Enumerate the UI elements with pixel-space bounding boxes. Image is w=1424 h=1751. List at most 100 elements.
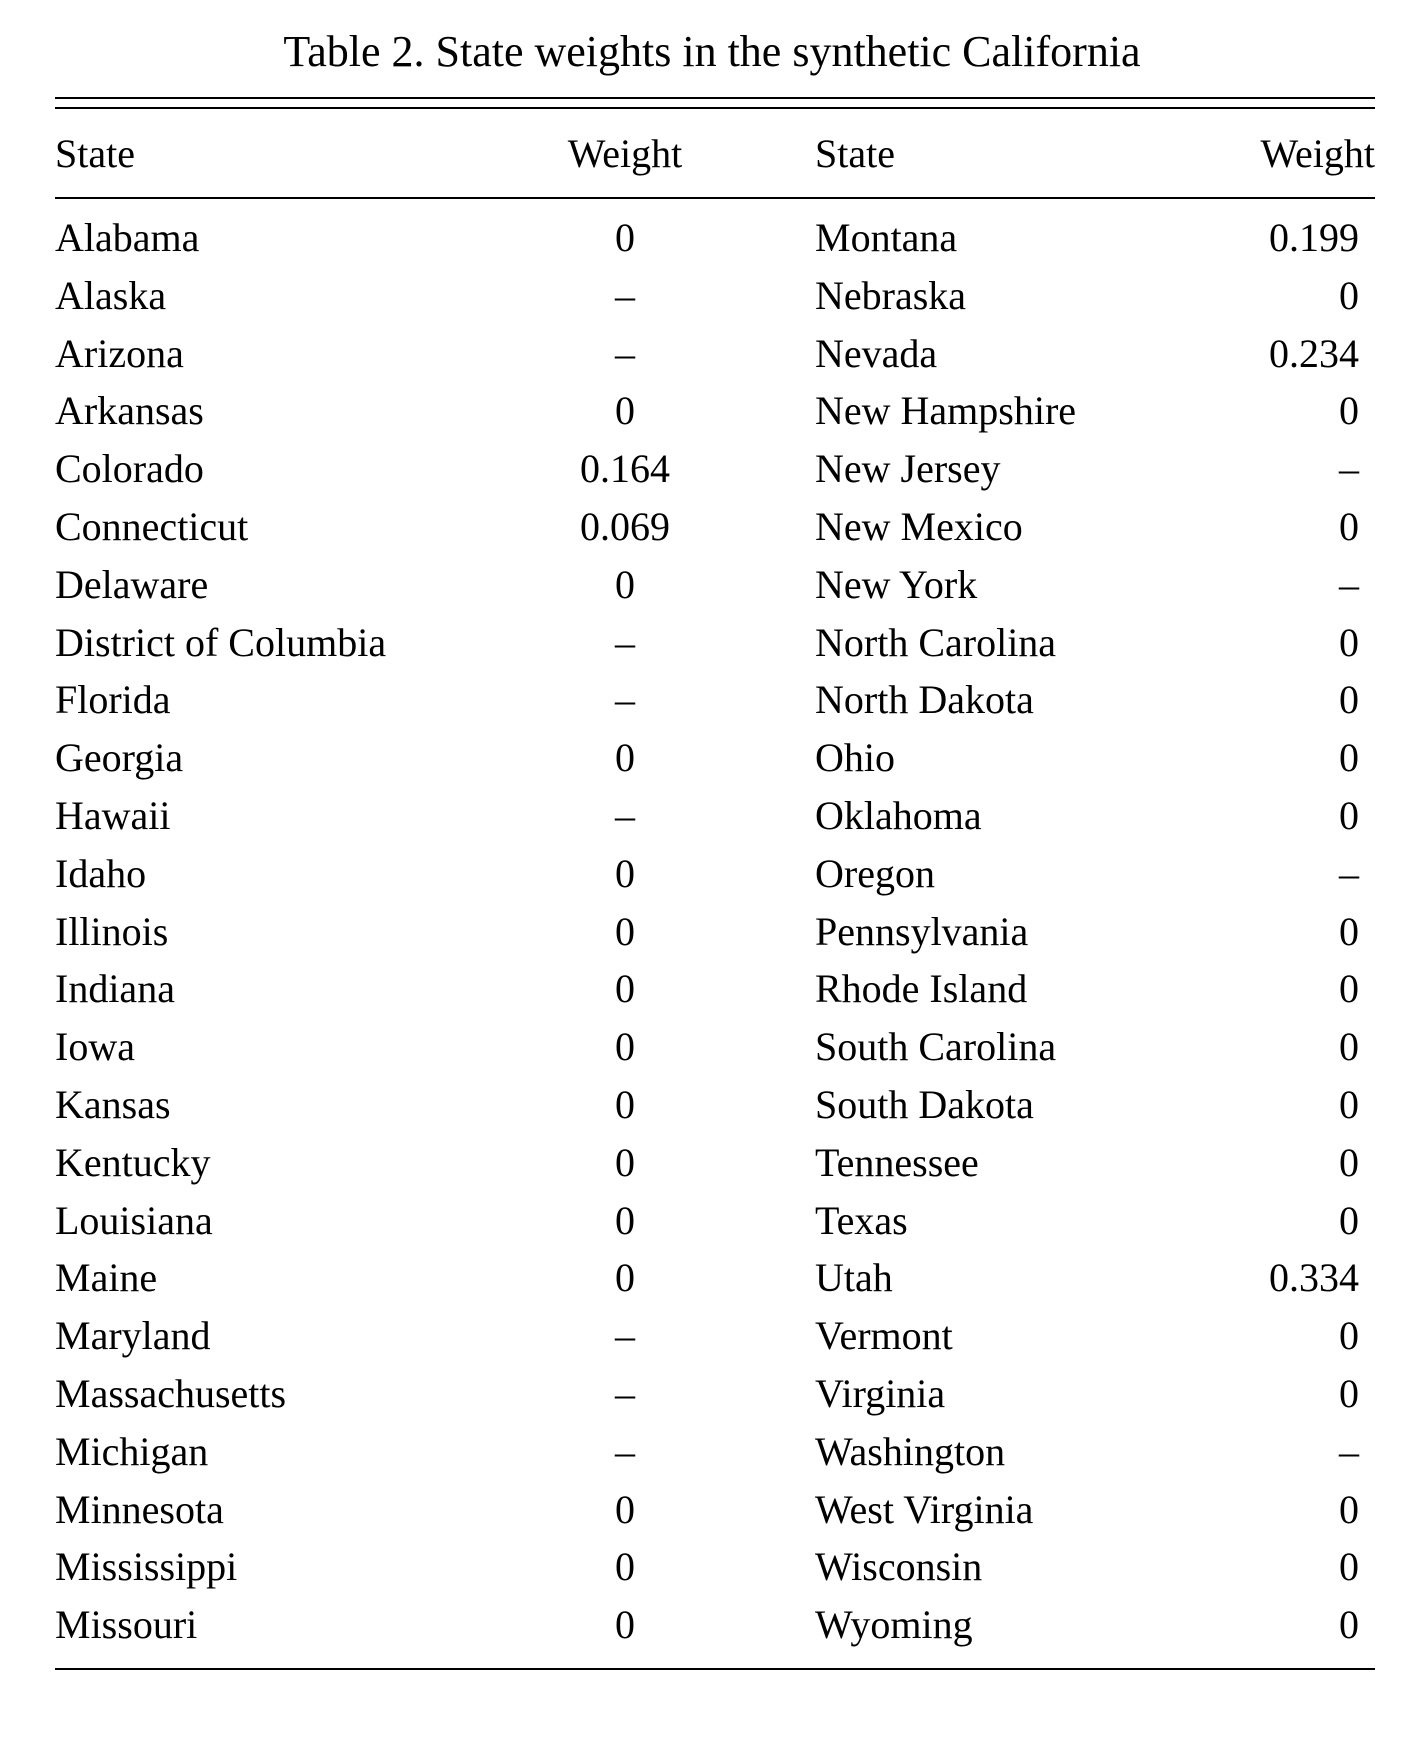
header-weight-left: Weight: [525, 109, 725, 199]
table-row: Louisiana 0 Texas 0: [55, 1192, 1375, 1250]
weight-right-cell: 0: [1339, 1313, 1359, 1359]
weight-right-cell: 0: [1339, 503, 1359, 549]
weight-right-cell: 0: [1339, 1024, 1359, 1070]
weight-left-cell: –: [615, 792, 635, 838]
column-gap: [725, 960, 815, 1018]
table-row: Georgia 0 Ohio 0: [55, 729, 1375, 787]
state-right-cell: Nebraska: [815, 272, 967, 318]
state-right-cell: Ohio: [815, 735, 895, 781]
state-right-cell: Tennessee: [815, 1139, 979, 1185]
weight-right-cell: –: [1339, 1428, 1359, 1474]
weight-left-cell: –: [615, 272, 635, 318]
weight-left-cell: 0: [615, 1486, 635, 1532]
weight-right-cell: 0: [1339, 272, 1359, 318]
weight-right-cell: 0: [1339, 677, 1359, 723]
weight-right-cell: 0: [1339, 1139, 1359, 1185]
table-row: Arizona – Nevada 0.234: [55, 325, 1375, 383]
weight-left-cell: 0: [615, 1081, 635, 1127]
state-right-cell: New Hampshire: [815, 388, 1077, 434]
state-left-cell: Illinois: [55, 908, 169, 954]
state-left-cell: Alaska: [55, 272, 167, 318]
table-row: Kansas 0 South Dakota 0: [55, 1076, 1375, 1134]
state-right-cell: Rhode Island: [815, 966, 1028, 1012]
weight-right-cell: 0: [1339, 1602, 1359, 1648]
table-row: Delaware 0 New York –: [55, 556, 1375, 614]
column-gap: [725, 787, 815, 845]
state-right-cell: Montana: [815, 215, 958, 260]
column-gap: [725, 614, 815, 672]
table-row: Iowa 0 South Carolina 0: [55, 1018, 1375, 1076]
table-row: Colorado 0.164 New Jersey –: [55, 440, 1375, 498]
state-right-cell: Wisconsin: [815, 1544, 983, 1590]
weight-right-cell: 0: [1339, 619, 1359, 665]
column-gap: [725, 1538, 815, 1596]
header-state-right: State: [815, 109, 1235, 199]
weights-table: State Weight State Weight Alabama 0 Montan…: [55, 109, 1375, 1668]
state-left-cell: District of Columbia: [55, 619, 387, 665]
state-left-cell: Arizona: [55, 330, 184, 376]
weight-left-cell: 0: [615, 1255, 635, 1301]
state-left-cell: Arkansas: [55, 388, 204, 434]
weight-right-cell: 0: [1339, 966, 1359, 1012]
column-gap: [725, 1481, 815, 1539]
state-left-cell: Iowa: [55, 1024, 135, 1070]
weight-right-cell: 0: [1339, 908, 1359, 954]
top-double-rule: [55, 97, 1375, 109]
state-left-cell: Louisiana: [55, 1197, 213, 1243]
state-right-cell: North Carolina: [815, 619, 1057, 665]
table-row: Indiana 0 Rhode Island 0: [55, 960, 1375, 1018]
state-left-cell: Minnesota: [55, 1486, 224, 1532]
table-row: Missouri 0 Wyoming 0: [55, 1596, 1375, 1668]
weight-right-cell: 0.199: [1269, 215, 1359, 260]
weight-right-cell: 0: [1339, 1544, 1359, 1590]
weight-right-cell: 0: [1339, 388, 1359, 434]
state-left-cell: Alabama: [55, 215, 200, 260]
table-row: Idaho 0 Oregon –: [55, 845, 1375, 903]
table-row: Alaska – Nebraska 0: [55, 267, 1375, 325]
state-left-cell: Georgia: [55, 735, 184, 781]
state-right-cell: Oklahoma: [815, 792, 982, 838]
state-left-cell: Maryland: [55, 1313, 211, 1359]
weight-left-cell: –: [615, 1428, 635, 1474]
table-row: Arkansas 0 New Hampshire 0: [55, 382, 1375, 440]
state-left-cell: Michigan: [55, 1428, 209, 1474]
weight-left-cell: 0: [615, 1139, 635, 1185]
state-right-cell: West Virginia: [815, 1486, 1034, 1532]
column-gap: [725, 325, 815, 383]
column-gap: [725, 845, 815, 903]
state-left-cell: Kansas: [55, 1081, 171, 1127]
state-left-cell: Hawaii: [55, 792, 171, 838]
column-gap: [725, 556, 815, 614]
weight-right-cell: 0: [1339, 1486, 1359, 1532]
column-gap: [725, 671, 815, 729]
weight-left-cell: 0: [615, 1197, 635, 1243]
table-row: Connecticut 0.069 New Mexico 0: [55, 498, 1375, 556]
weight-left-cell: 0: [615, 1024, 635, 1070]
state-left-cell: Missouri: [55, 1602, 198, 1648]
weight-right-cell: 0.334: [1269, 1255, 1359, 1301]
column-gap: [725, 198, 815, 267]
weight-left-cell: 0: [615, 215, 635, 260]
header-weight-right: Weight: [1235, 109, 1375, 199]
state-left-cell: Colorado: [55, 446, 204, 492]
column-gap: [725, 1596, 815, 1668]
state-right-cell: Pennsylvania: [815, 908, 1029, 954]
weight-right-cell: –: [1339, 850, 1359, 896]
column-gap: [725, 1423, 815, 1481]
column-gap: [725, 1076, 815, 1134]
weight-right-cell: 0: [1339, 1081, 1359, 1127]
weight-right-cell: 0: [1339, 792, 1359, 838]
column-gap: [725, 1307, 815, 1365]
column-gap: [725, 1365, 815, 1423]
table-caption: Table 2. State weights in the synthetic …: [283, 27, 1141, 76]
state-right-cell: Vermont: [815, 1313, 953, 1359]
weight-left-cell: 0.069: [580, 503, 670, 549]
weight-right-cell: –: [1339, 561, 1359, 607]
state-right-cell: South Dakota: [815, 1081, 1034, 1127]
table-row: Minnesota 0 West Virginia 0: [55, 1481, 1375, 1539]
header-state-left: State: [55, 109, 525, 199]
table-row: District of Columbia – North Carolina 0: [55, 614, 1375, 672]
table-row: Florida – North Dakota 0: [55, 671, 1375, 729]
state-left-cell: Connecticut: [55, 503, 249, 549]
column-gap: [725, 1018, 815, 1076]
